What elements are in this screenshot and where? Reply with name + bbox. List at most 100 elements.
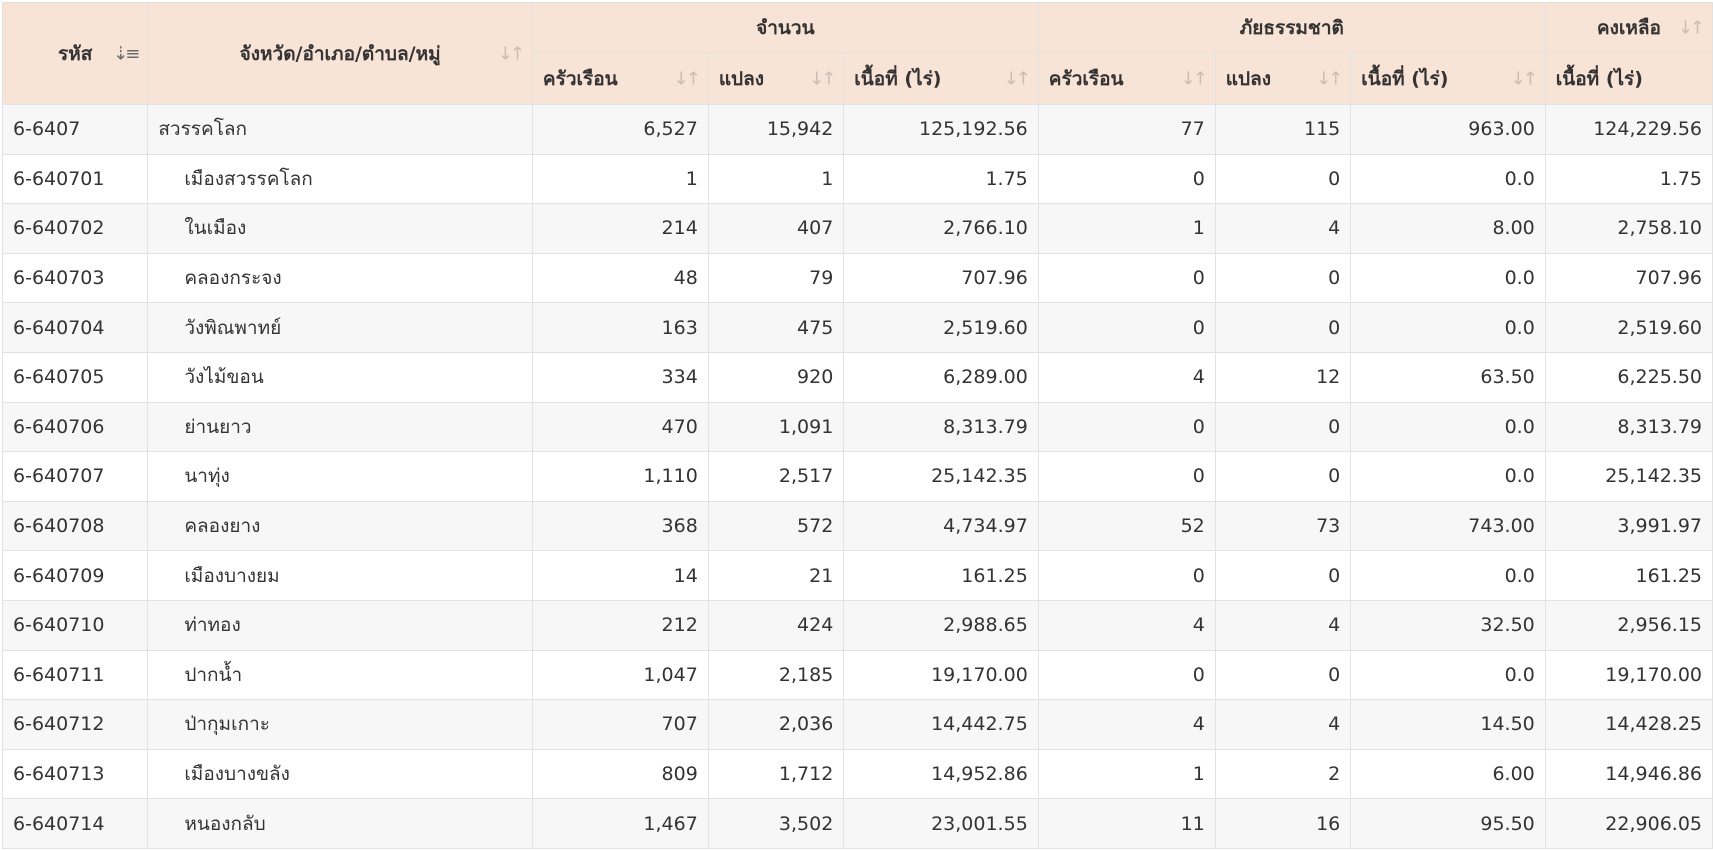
column-header-code[interactable]: รหัส ⇣≡ (1, 2, 149, 105)
sort-both-icon[interactable]: ↓↑ (1316, 68, 1343, 89)
cell-area-name: ท่าทอง (147, 599, 533, 651)
cell-area-name: ป่ากุมเกาะ (147, 699, 533, 750)
cell-area-name: หนองกลับ (147, 798, 533, 849)
cell-area-name: เมืองสวรรคโลก (147, 153, 533, 205)
column-header-total-plots[interactable]: แปลง ↓↑ (707, 52, 845, 105)
table-row[interactable]: 6-640707 นาทุ่ง 1,110 2,517 25,142.35 0 0 0.0 25… (1, 451, 1713, 502)
sort-descending-icon[interactable]: ⇣≡ (113, 43, 140, 64)
table-row[interactable]: 6-640714 หนองกลับ 1,467 3,502 23,001.55 11 16 9… (1, 798, 1713, 849)
table-row[interactable]: 6-640703 คลองกระจง 48 79 707.96 0 0 0.0 707.96 (1, 252, 1713, 304)
column-header-disaster-area[interactable]: เนื้อที่ (ไร่) ↓↑ (1350, 52, 1546, 105)
column-header-disaster-plots[interactable]: แปลง ↓↑ (1214, 52, 1352, 105)
cell-area-name: คลองยาง (147, 500, 533, 552)
cell-code: 6-640702 (1, 203, 149, 254)
sort-both-icon[interactable]: ↓↑ (1180, 68, 1208, 89)
cell-total-households: 334 (531, 351, 709, 403)
column-header-label: แปลง (1225, 67, 1272, 90)
group-header-total: จำนวน (531, 2, 1039, 53)
cell-disaster-plots: 0 (1214, 153, 1352, 205)
cell-total-plots: 920 (707, 351, 845, 403)
table-row[interactable]: 6-640702 ในเมือง 214 407 2,766.10 1 4 8.00 2,758… (1, 203, 1713, 254)
column-header-area-name[interactable]: จังหวัด/อำเภอ/ตำบล/หมู่ ↓↑ (147, 2, 533, 105)
cell-total-households: 1,047 (531, 649, 709, 701)
cell-code: 6-640704 (1, 302, 149, 353)
sort-both-icon[interactable]: ↓↑ (673, 68, 701, 89)
cell-code: 6-640707 (1, 451, 149, 502)
column-header-remaining-area[interactable]: เนื้อที่ (ไร่) (1544, 52, 1713, 105)
group-header-remaining[interactable]: คงเหลือ ↓↑ (1544, 2, 1713, 53)
cell-code: 6-640703 (1, 252, 149, 304)
column-header-total-households[interactable]: ครัวเรือน ↓↑ (531, 52, 709, 105)
table-row[interactable]: 6-640713 เมืองบางขลัง 809 1,712 14,952.86 1 2 6… (1, 748, 1713, 800)
cell-disaster-households: 77 (1037, 104, 1216, 155)
table-row[interactable]: 6-640701 เมืองสวรรคโลก 1 1 1.75 0 0 0.0 1.75 (1, 153, 1713, 205)
cell-disaster-area: 32.50 (1350, 599, 1546, 651)
table-row[interactable]: 6-640710 ท่าทอง 212 424 2,988.65 4 4 32.50 2,956… (1, 599, 1713, 651)
cell-disaster-area: 0.0 (1350, 252, 1546, 304)
column-header-label: เนื้อที่ (ไร่) (1555, 67, 1643, 90)
cell-disaster-area: 743.00 (1350, 500, 1546, 552)
cell-total-households: 368 (531, 500, 709, 552)
cell-total-plots: 2,036 (707, 699, 845, 750)
cell-disaster-households: 1 (1037, 748, 1216, 800)
cell-disaster-households: 52 (1037, 500, 1216, 552)
cell-disaster-plots: 73 (1214, 500, 1352, 552)
table-row[interactable]: 6-6407 สวรรคโลก 6,527 15,942 125,192.56 77 115… (1, 104, 1713, 155)
cell-area-name: วังพิณพาทย์ (147, 302, 533, 353)
table-row[interactable]: 6-640711 ปากน้ำ 1,047 2,185 19,170.00 0 0 0.0 19… (1, 649, 1713, 701)
cell-total-households: 809 (531, 748, 709, 800)
cell-total-households: 212 (531, 599, 709, 651)
cell-disaster-plots: 0 (1214, 302, 1352, 353)
table-row[interactable]: 6-640708 คลองยาง 368 572 4,734.97 52 73 743.00 3… (1, 500, 1713, 552)
cell-disaster-plots: 0 (1214, 451, 1352, 502)
cell-area-name: ปากน้ำ (147, 649, 533, 701)
cell-remaining-area: 25,142.35 (1544, 451, 1713, 502)
cell-total-plots: 572 (707, 500, 845, 552)
table-row[interactable]: 6-640705 วังไม้ขอน 334 920 6,289.00 4 12 63.50 6… (1, 351, 1713, 403)
cell-code: 6-640709 (1, 550, 149, 601)
cell-total-plots: 79 (707, 252, 845, 304)
cell-disaster-plots: 0 (1214, 550, 1352, 601)
table-row[interactable]: 6-640709 เมืองบางยม 14 21 161.25 0 0 0.0 161.25 (1, 550, 1713, 601)
cell-total-area: 19,170.00 (843, 649, 1039, 701)
cell-disaster-households: 4 (1037, 699, 1216, 750)
cell-total-area: 14,952.86 (843, 748, 1039, 800)
table-row[interactable]: 6-640704 วังพิณพาทย์ 163 475 2,519.60 0 0 0.0 2,… (1, 302, 1713, 353)
cell-area-name: เมืองบางยม (147, 550, 533, 601)
cell-disaster-area: 0.0 (1350, 649, 1546, 701)
cell-remaining-area: 14,428.25 (1544, 699, 1713, 750)
cell-disaster-households: 11 (1037, 798, 1216, 849)
table-body: 6-6407 สวรรคโลก 6,527 15,942 125,192.56 77 115… (1, 104, 1713, 849)
cell-total-households: 214 (531, 203, 709, 254)
sort-both-icon[interactable]: ↓↑ (1510, 68, 1538, 89)
column-header-label: เนื้อที่ (ไร่) (1361, 67, 1449, 90)
cell-disaster-plots: 115 (1214, 104, 1352, 155)
cell-total-plots: 1,091 (707, 401, 845, 453)
column-header-label: ครัวเรือน (542, 67, 618, 90)
sort-both-icon[interactable]: ↓↑ (1003, 68, 1031, 89)
cell-total-area: 2,988.65 (843, 599, 1039, 651)
column-header-label: เนื้อที่ (ไร่) (854, 67, 942, 90)
cell-disaster-households: 0 (1037, 649, 1216, 701)
cell-remaining-area: 6,225.50 (1544, 351, 1713, 403)
cell-area-name: คลองกระจง (147, 252, 533, 304)
cell-total-households: 707 (531, 699, 709, 750)
table-row[interactable]: 6-640712 ป่ากุมเกาะ 707 2,036 14,442.75 4 4 14.… (1, 699, 1713, 750)
cell-remaining-area: 19,170.00 (1544, 649, 1713, 701)
sort-both-icon[interactable]: ↓↑ (497, 43, 525, 64)
column-header-total-area[interactable]: เนื้อที่ (ไร่) ↓↑ (843, 52, 1039, 105)
cell-disaster-plots: 4 (1214, 599, 1352, 651)
cell-total-plots: 407 (707, 203, 845, 254)
cell-code: 6-640714 (1, 798, 149, 849)
cell-code: 6-640711 (1, 649, 149, 701)
sort-both-icon[interactable]: ↓↑ (809, 68, 836, 89)
cell-disaster-plots: 0 (1214, 649, 1352, 701)
cell-disaster-area: 0.0 (1350, 401, 1546, 453)
column-header-disaster-households[interactable]: ครัวเรือน ↓↑ (1037, 52, 1216, 105)
cell-disaster-households: 0 (1037, 401, 1216, 453)
cell-remaining-area: 2,519.60 (1544, 302, 1713, 353)
cell-disaster-area: 0.0 (1350, 451, 1546, 502)
table-row[interactable]: 6-640706 ย่านยาว 470 1,091 8,313.79 0 0 0.0 8,31… (1, 401, 1713, 453)
sort-both-icon[interactable]: ↓↑ (1677, 17, 1705, 38)
